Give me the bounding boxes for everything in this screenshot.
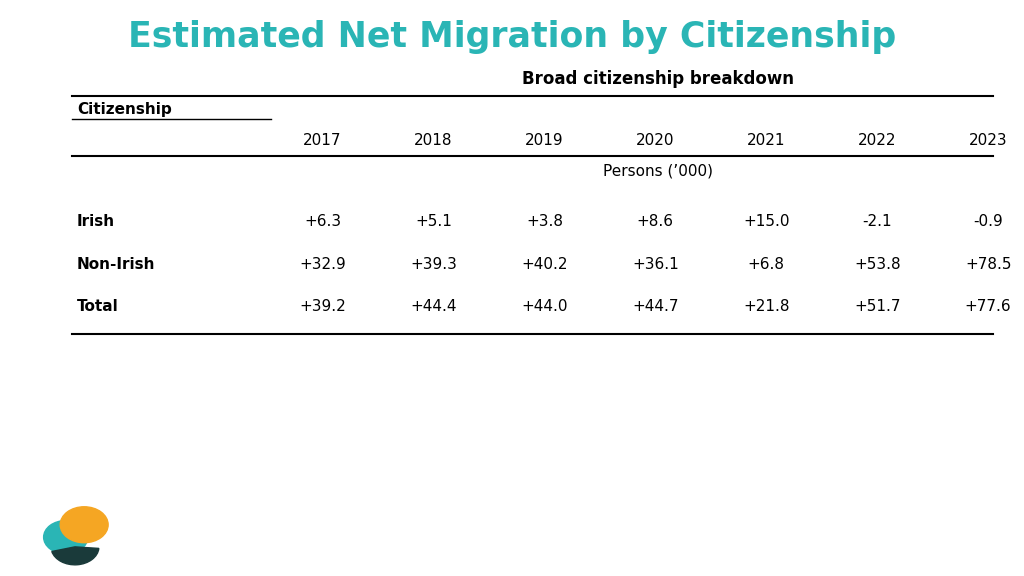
Text: +44.4: +44.4 [411, 299, 457, 314]
Wedge shape [52, 547, 99, 565]
Text: +36.1: +36.1 [632, 256, 679, 272]
Text: 2023: 2023 [969, 133, 1008, 148]
Text: +78.5: +78.5 [965, 256, 1012, 272]
Text: +40.2: +40.2 [521, 256, 567, 272]
Text: +21.8: +21.8 [743, 299, 790, 314]
Text: -2.1: -2.1 [862, 214, 892, 229]
Text: Estimated Net Migration by Citizenship: Estimated Net Migration by Citizenship [128, 20, 896, 54]
Text: +6.3: +6.3 [304, 214, 341, 229]
Text: Persons (’000): Persons (’000) [603, 164, 713, 179]
Text: Broad citizenship breakdown: Broad citizenship breakdown [522, 70, 794, 88]
Text: 2022: 2022 [858, 133, 896, 148]
Circle shape [60, 507, 109, 543]
Text: +8.6: +8.6 [637, 214, 674, 229]
Text: -0.9: -0.9 [973, 214, 1004, 229]
Text: +32.9: +32.9 [299, 256, 346, 272]
Text: +5.1: +5.1 [415, 214, 452, 229]
Text: 2017: 2017 [303, 133, 342, 148]
Text: Irish: Irish [77, 214, 115, 229]
Text: 8: 8 [989, 550, 998, 564]
Circle shape [44, 521, 88, 554]
Text: 2018: 2018 [415, 133, 453, 148]
Text: 2019: 2019 [525, 133, 564, 148]
Text: 2021: 2021 [748, 133, 785, 148]
Text: +51.7: +51.7 [854, 299, 900, 314]
Text: +44.0: +44.0 [521, 299, 567, 314]
Text: +44.7: +44.7 [632, 299, 679, 314]
Text: +39.3: +39.3 [410, 256, 457, 272]
Text: www.cso.ie: www.cso.ie [843, 522, 957, 540]
Text: Total: Total [77, 299, 119, 314]
Text: Citizenship: Citizenship [77, 102, 172, 117]
Text: +77.6: +77.6 [965, 299, 1012, 314]
Text: 2020: 2020 [636, 133, 675, 148]
Text: Non-Irish: Non-Irish [77, 256, 156, 272]
Text: +39.2: +39.2 [299, 299, 346, 314]
Text: +6.8: +6.8 [748, 256, 784, 272]
Text: +3.8: +3.8 [526, 214, 563, 229]
Text: +53.8: +53.8 [854, 256, 900, 272]
Text: +15.0: +15.0 [743, 214, 790, 229]
